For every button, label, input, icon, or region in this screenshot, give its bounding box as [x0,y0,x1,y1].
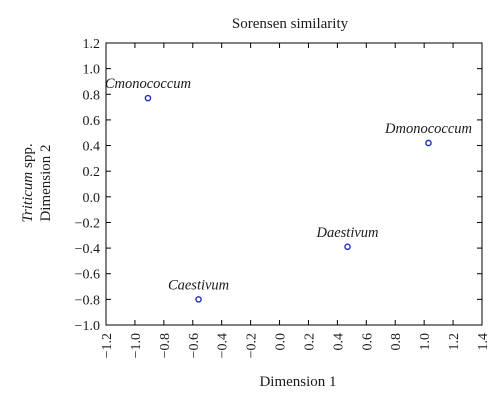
y-tick-label: 0.8 [83,88,101,103]
y-axis-title-line2: Dimension 2 [38,144,54,221]
x-tick-label: −0.4 [216,333,231,358]
chart-title: Sorensen similarity [232,16,349,32]
data-points: Cmonococcum Dmonococcum Daestivum Caestivum [105,76,472,303]
x-tick-label: 0.0 [274,333,289,351]
x-axis-title: Dimension 1 [259,374,336,390]
x-tick-label: −0.8 [158,333,173,358]
y-axis-title-rest: spp. [20,143,36,171]
plot-area [105,42,483,326]
data-point [425,139,432,147]
y-tick-label: 1.0 [83,63,101,78]
plot-frame [105,42,483,326]
x-tick-label: −0.2 [245,333,260,358]
y-tick-label: −1.0 [75,319,100,334]
y-tick-label: −0.4 [75,242,100,257]
x-tick-label: −1.2 [100,333,115,358]
data-point-label: Cmonococcum [105,76,191,92]
y-tick-label: −0.6 [75,268,100,283]
data-point [344,243,351,251]
y-tick-label: 1.2 [83,37,101,52]
y-tick-label: −0.2 [75,216,100,231]
y-axis-title-italic: Triticum [20,172,36,223]
x-tick-label: 0.8 [389,333,404,351]
y-axis: 1.2 1.0 0.8 0.6 0.4 0.2 0.0 −0.2 −0.4 −0.6 −0.8 −1.… [75,37,482,334]
y-tick-label: 0.6 [83,114,101,129]
x-tick-label: 0.4 [331,333,346,351]
data-point-label: Dmonococcum [384,121,472,137]
x-tick-label: 1.0 [418,333,433,351]
x-tick-label: −1.0 [129,333,144,358]
x-tick-label: −0.6 [187,333,202,358]
y-tick-label: −0.8 [75,293,100,308]
x-axis: −1.2 −1.0 −0.8 −0.6 −0.4 −0.2 0.0 0.2 0.4 0.6 0.8 1… [100,43,491,358]
y-tick-label: 0.2 [83,165,101,180]
svg-text:Triticum spp.: Triticum spp. [20,143,36,222]
y-tick-label: 0.4 [83,140,101,155]
x-tick-label: 1.2 [447,333,462,351]
y-tick-label: 0.0 [83,191,101,206]
x-tick-label: 1.4 [476,333,491,351]
x-tick-label: 0.2 [302,333,317,351]
data-point [144,94,152,102]
data-point-label: Daestivum [315,225,378,241]
data-point [195,296,202,303]
y-axis-title: Triticum spp. Dimension 2 [20,143,54,222]
data-point-label: Caestivum [168,277,229,293]
x-tick-label: 0.6 [360,333,375,351]
